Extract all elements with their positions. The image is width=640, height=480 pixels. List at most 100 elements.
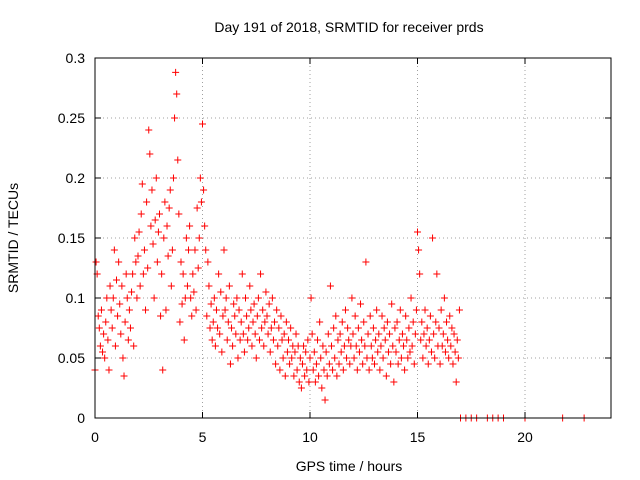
data-point xyxy=(420,330,428,338)
data-point xyxy=(404,354,412,362)
data-point xyxy=(292,330,300,338)
data-point xyxy=(215,270,223,278)
data-point xyxy=(307,294,315,302)
data-point xyxy=(123,294,131,302)
data-point xyxy=(451,348,459,356)
data-point xyxy=(157,312,165,320)
data-point xyxy=(423,324,431,332)
data-point xyxy=(233,294,241,302)
data-point xyxy=(194,264,202,272)
data-point xyxy=(110,246,118,254)
data-point xyxy=(225,282,233,290)
data-point xyxy=(176,318,184,326)
data-point xyxy=(455,306,463,314)
data-point xyxy=(351,312,359,320)
data-point xyxy=(226,360,234,368)
data-point xyxy=(326,282,334,290)
data-point xyxy=(429,234,437,242)
data-point xyxy=(383,318,391,326)
data-point xyxy=(150,294,158,302)
y-tick-label: 0.1 xyxy=(66,290,86,306)
data-point xyxy=(348,294,356,302)
x-tick-labels: 0 5 10 15 20 xyxy=(91,429,533,445)
data-point xyxy=(149,240,157,248)
x-tick-label: 20 xyxy=(517,429,533,445)
data-point xyxy=(114,312,122,320)
data-point xyxy=(391,324,399,332)
data-point xyxy=(107,306,115,314)
data-point xyxy=(418,318,426,326)
data-point xyxy=(99,348,107,356)
data-point xyxy=(355,348,363,356)
data-point xyxy=(258,324,266,332)
data-point xyxy=(407,294,415,302)
data-point xyxy=(193,204,201,212)
data-point xyxy=(103,294,111,302)
y-tick-label: 0.25 xyxy=(58,110,85,126)
data-point xyxy=(415,246,423,254)
data-point xyxy=(330,324,338,332)
data-point xyxy=(282,318,290,326)
data-point xyxy=(180,336,188,344)
data-point xyxy=(393,318,401,326)
data-point xyxy=(379,354,387,362)
data-point xyxy=(101,354,109,362)
data-point xyxy=(287,324,295,332)
data-point xyxy=(291,348,299,356)
data-point xyxy=(290,372,298,380)
x-tick-label: 10 xyxy=(302,429,318,445)
data-point xyxy=(310,348,318,356)
data-point xyxy=(433,270,441,278)
data-point xyxy=(450,330,458,338)
data-point xyxy=(271,318,279,326)
data-point xyxy=(219,312,227,320)
data-point xyxy=(265,300,273,308)
data-point xyxy=(132,258,140,266)
data-point xyxy=(410,360,418,368)
data-point xyxy=(397,354,405,362)
data-point xyxy=(365,366,373,374)
data-point xyxy=(247,306,255,314)
data-point xyxy=(164,252,172,260)
data-point xyxy=(314,336,322,344)
data-point xyxy=(172,68,180,76)
data-point xyxy=(453,336,461,344)
data-point xyxy=(341,306,349,314)
data-point xyxy=(352,342,360,350)
data-point xyxy=(146,150,154,158)
data-point xyxy=(130,342,138,350)
data-point xyxy=(405,324,413,332)
data-point xyxy=(234,354,242,362)
data-point xyxy=(376,366,384,374)
data-point xyxy=(411,330,419,338)
data-point xyxy=(345,336,353,344)
data-point xyxy=(96,342,104,350)
data-point xyxy=(190,288,198,296)
data-point xyxy=(138,180,146,188)
data-point xyxy=(302,348,310,356)
data-point xyxy=(435,324,443,332)
data-point xyxy=(305,378,313,386)
data-point xyxy=(205,282,213,290)
data-point xyxy=(312,360,320,368)
data-point xyxy=(223,336,231,344)
data-point xyxy=(216,330,224,338)
data-point xyxy=(168,246,176,254)
data-point xyxy=(390,378,398,386)
data-point xyxy=(274,342,282,350)
data-point xyxy=(254,294,262,302)
data-point xyxy=(249,318,257,326)
data-point xyxy=(329,366,337,374)
data-point xyxy=(402,312,410,320)
data-point xyxy=(375,330,383,338)
data-point xyxy=(131,234,139,242)
data-point xyxy=(147,222,155,230)
data-point xyxy=(425,336,433,344)
data-point xyxy=(416,270,424,278)
data-point xyxy=(177,258,185,266)
data-point xyxy=(286,360,294,368)
data-point xyxy=(228,324,236,332)
data-point xyxy=(440,294,448,302)
data-point xyxy=(113,276,120,284)
data-point xyxy=(319,342,327,350)
